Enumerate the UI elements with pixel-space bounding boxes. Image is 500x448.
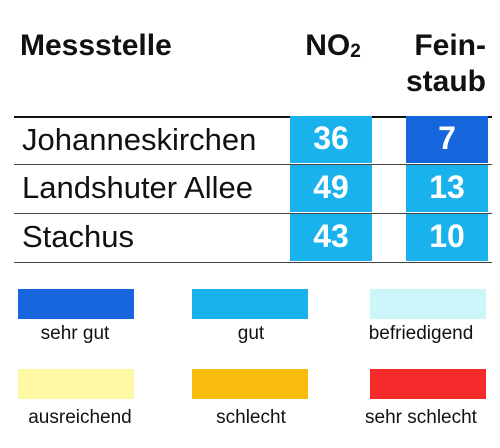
- legend-label-ausreichend: ausreichend: [28, 407, 132, 428]
- legend-swatch-schlecht: [192, 369, 308, 399]
- legend-swatch-ausreichend: [18, 369, 134, 399]
- legend-swatch-befriedigend: [370, 289, 486, 319]
- header-no2-base: NO: [305, 29, 351, 62]
- header-messstelle: Messstelle: [20, 29, 172, 62]
- legend-label-befriedigend: befriedigend: [368, 323, 474, 344]
- header-feinstaub: Fein- staub: [390, 28, 486, 100]
- row-station-johanneskirchen: Johanneskirchen: [22, 122, 257, 157]
- table-bottom-line: [14, 262, 492, 263]
- header-no2-subscript: 2: [350, 41, 361, 62]
- legend-swatch-sehr-gut: [18, 289, 134, 319]
- row-feinstaub-stachus: 10: [406, 214, 488, 261]
- header-divider: [14, 116, 492, 118]
- header-no2: NO2: [298, 28, 368, 68]
- row-divider: [14, 164, 492, 165]
- header-feinstaub-line1: Fein-: [414, 29, 486, 62]
- legend-label-sehr-schlecht: sehr schlecht: [365, 407, 477, 428]
- legend-swatch-sehr-schlecht: [370, 369, 486, 399]
- legend-label-gut: gut: [237, 323, 265, 344]
- row-no2-johanneskirchen: 36: [290, 116, 372, 163]
- header-feinstaub-line2: staub: [405, 65, 486, 98]
- row-no2-landshuter-allee: 49: [290, 165, 372, 212]
- row-feinstaub-johanneskirchen: 7: [406, 116, 488, 163]
- row-station-landshuter-allee: Landshuter Allee: [22, 170, 253, 205]
- row-divider: [14, 213, 492, 214]
- legend-label-schlecht: schlecht: [216, 407, 286, 428]
- row-feinstaub-landshuter-allee: 13: [406, 165, 488, 212]
- legend-swatch-gut: [192, 289, 308, 319]
- legend-label-sehr-gut: sehr gut: [40, 323, 110, 344]
- row-no2-stachus: 43: [290, 214, 372, 261]
- row-station-stachus: Stachus: [22, 219, 135, 254]
